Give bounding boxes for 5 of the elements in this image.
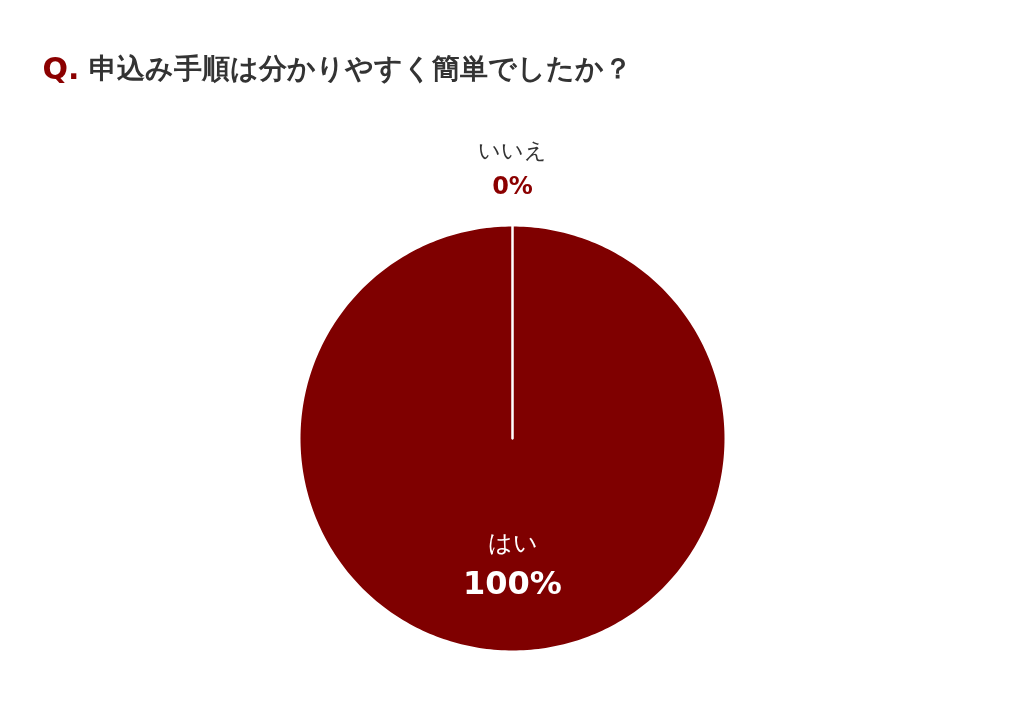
text: 0% <box>492 171 533 200</box>
slice-label: はい <box>487 528 538 557</box>
category-label: いいえ <box>478 138 547 163</box>
data-label: 100% <box>463 563 562 602</box>
chart-title: Q. 申込み手順は分かりやすく簡単でしたか？ <box>42 51 632 86</box>
